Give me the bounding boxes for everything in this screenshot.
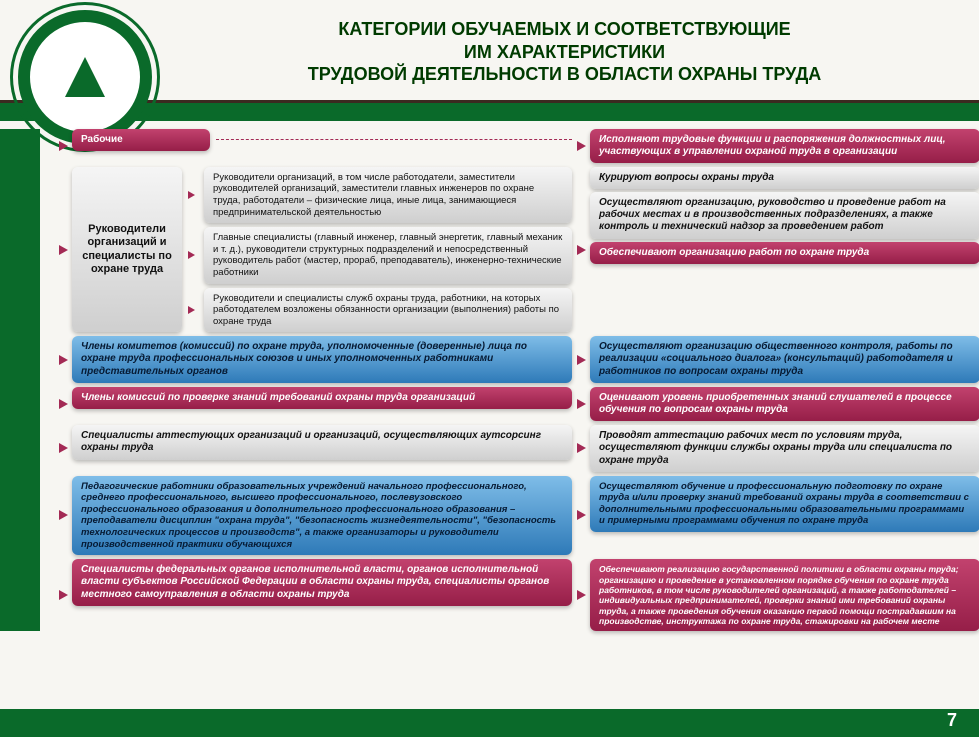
desc: Курируют вопросы охраны труда bbox=[590, 167, 979, 189]
arrow-icon bbox=[54, 129, 72, 163]
arrow-icon bbox=[572, 425, 590, 472]
page-number: 7 bbox=[947, 710, 957, 731]
arrow-icon bbox=[54, 425, 72, 472]
subcategory: Руководители и специалисты служб охраны … bbox=[204, 288, 572, 333]
connector-line bbox=[216, 139, 572, 141]
subcategory: Главные специалисты (главный инженер, гл… bbox=[204, 227, 572, 283]
category-commission: Члены комиссий по проверке знаний требов… bbox=[72, 387, 572, 409]
category-committee: Члены комитетов (комиссий) по охране тру… bbox=[72, 336, 572, 383]
subcategory: Руководители организаций, в том числе ра… bbox=[204, 167, 572, 223]
arrow-icon bbox=[572, 559, 590, 631]
arrow-icon bbox=[54, 559, 72, 631]
left-stripe bbox=[0, 129, 40, 632]
arrow-icon bbox=[572, 129, 590, 163]
desc: Осуществляют организацию общественного к… bbox=[590, 336, 979, 383]
desc: Оценивают уровень приобретенных знаний с… bbox=[590, 387, 979, 421]
desc: Осуществляют обучение и профессиональную… bbox=[590, 476, 979, 532]
arrow-icon bbox=[572, 476, 590, 555]
arrow-icon bbox=[188, 227, 200, 283]
footer-bar bbox=[0, 709, 979, 737]
desc: Осуществляют организацию, руководство и … bbox=[590, 192, 979, 239]
title-line: ТРУДОВОЙ ДЕЯТЕЛЬНОСТИ В ОБЛАСТИ ОХРАНЫ Т… bbox=[180, 63, 949, 86]
arrow-icon bbox=[188, 167, 200, 223]
arrow-icon bbox=[572, 336, 590, 383]
category-attesting: Специалисты аттестующих организаций и ор… bbox=[72, 425, 572, 459]
desc: Обеспечивают организацию работ по охране… bbox=[590, 242, 979, 264]
arrow-icon bbox=[54, 476, 72, 555]
category-federal: Специалисты федеральных органов исполнит… bbox=[72, 559, 572, 606]
desc: Проводят аттестацию рабочих мест по усло… bbox=[590, 425, 979, 472]
title-line: ИМ ХАРАКТЕРИСТИКИ bbox=[180, 41, 949, 64]
desc-workers: Исполняют трудовые функции и распоряжени… bbox=[590, 129, 979, 163]
category-workers: Рабочие bbox=[72, 129, 210, 151]
arrow-icon bbox=[572, 167, 590, 332]
desc: Обеспечивают реализацию государственной … bbox=[590, 559, 979, 631]
title-line: КАТЕГОРИИ ОБУЧАЕМЫХ И СООТВЕТСТВУЮЩИЕ bbox=[180, 18, 949, 41]
arrow-icon bbox=[572, 387, 590, 421]
arrow-icon bbox=[188, 288, 200, 333]
arrow-icon bbox=[54, 387, 72, 421]
arrow-icon bbox=[54, 336, 72, 383]
arrow-icon bbox=[54, 167, 72, 332]
category-teachers: Педагогические работники образовательных… bbox=[72, 476, 572, 555]
category-managers: Руководители организаций и специалисты п… bbox=[72, 167, 182, 332]
